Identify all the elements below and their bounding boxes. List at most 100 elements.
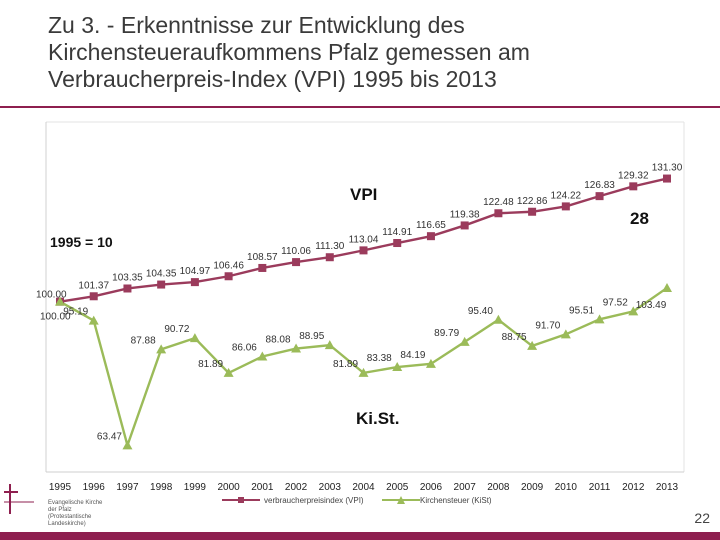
kist-point <box>291 343 302 353</box>
vpi-point <box>460 221 469 230</box>
x-tick-label: 1996 <box>83 482 106 493</box>
x-tick-label: 2005 <box>386 482 409 493</box>
vpi-point <box>561 202 570 211</box>
vpi-point <box>595 192 604 201</box>
vpi-point <box>123 284 132 293</box>
vpi-annotation: VPI <box>350 185 377 204</box>
vpi-data-label: 111.30 <box>315 241 345 252</box>
kist-data-label: 83.38 <box>367 353 392 364</box>
x-tick-label: 2011 <box>589 482 611 493</box>
kist-points <box>55 282 672 450</box>
vpi-point <box>292 258 301 267</box>
vpi-point <box>528 207 537 216</box>
kist-data-label: 81.89 <box>333 359 358 370</box>
vpi-data-label: 103.35 <box>112 272 143 283</box>
kist-point <box>223 367 234 377</box>
footer-bar <box>0 532 720 540</box>
kist-point <box>55 296 65 306</box>
vpi-point <box>426 232 435 241</box>
kist-point <box>324 340 335 350</box>
church-logo: Evangelische Kirche der Pfalz (Protestan… <box>4 482 104 530</box>
kist-data-label: 63.47 <box>97 431 122 442</box>
kist-data-label: 81.89 <box>198 359 223 370</box>
kist-point <box>88 315 99 325</box>
vpi-point <box>258 263 267 272</box>
vpi-data-label: 119.38 <box>450 209 480 220</box>
logo-line-2: der Pfalz <box>48 507 72 513</box>
title-line-1: Zu 3. - Erkenntnisse zur Entwicklung des <box>48 12 465 38</box>
slide-title: Zu 3. - Erkenntnisse zur Entwicklung des… <box>48 12 708 93</box>
x-tick-label: 2013 <box>656 482 679 493</box>
vpi-data-label: 124.22 <box>551 190 582 201</box>
logo-text: Evangelische Kirche der Pfalz (Protestan… <box>48 500 104 528</box>
legend-vpi-marker <box>238 497 244 503</box>
vpi-point <box>393 239 402 248</box>
kist-data-label: 95.51 <box>569 305 594 316</box>
kist-point <box>425 358 436 368</box>
vpi-data-label: 122.48 <box>483 197 514 208</box>
vpi-point <box>663 174 671 183</box>
vpi-data-label: 104.97 <box>180 266 211 277</box>
vpi-data-label: 114.91 <box>382 227 412 238</box>
kist-data-label: 100.00 <box>40 312 71 323</box>
vpi-data-label: 106.46 <box>213 260 244 271</box>
kist-point <box>156 344 167 354</box>
vpi-data-label: 129.32 <box>618 170 649 181</box>
vpi-point <box>224 272 233 281</box>
vpi-data-label: 101.37 <box>78 280 109 291</box>
kist-annotation: Ki.St. <box>356 409 399 428</box>
kist-data-label: 88.08 <box>266 335 291 346</box>
vpi-data-label: 100.00 <box>36 290 67 301</box>
kist-point <box>392 362 403 372</box>
kist-point <box>493 314 504 324</box>
kist-point <box>122 440 133 450</box>
kist-data-label: 88.75 <box>502 332 527 343</box>
vpi-data-label: 131.30 <box>652 163 683 174</box>
x-tick-label: 1995 <box>49 482 72 493</box>
vpi-point <box>359 246 368 255</box>
plot-frame <box>45 121 685 473</box>
x-tick-label: 1999 <box>184 482 207 493</box>
kist-data-label: 84.19 <box>400 350 425 361</box>
vpi-point <box>190 278 199 287</box>
logo-line-3: (Protestantische Landeskirche) <box>48 514 92 527</box>
page-number: 22 <box>694 510 710 526</box>
kist-data-label: 97.52 <box>603 297 628 308</box>
x-tick-label: 2010 <box>555 482 578 493</box>
x-tick-label: 2001 <box>251 482 274 493</box>
x-tick-label: 2003 <box>319 482 342 493</box>
kist-data-label: 95.40 <box>468 306 493 317</box>
x-tick-labels: 1995 1996 1997 1998 1999 2000 2001 2002 2003 2004… <box>49 482 679 493</box>
kist-point <box>628 306 639 316</box>
vpi-data-label: 122.86 <box>517 196 548 207</box>
kist-point <box>662 282 672 292</box>
growth-annotation: 28 <box>630 209 649 228</box>
x-tick-label: 2002 <box>285 482 308 493</box>
legend-kist-marker <box>397 496 405 504</box>
kist-data-label: 88.95 <box>299 331 324 342</box>
legend: verbraucherpreisindex (VPI) Kirchensteue… <box>222 496 492 505</box>
title-line-3: Verbraucherpreis-Index (VPI) 1995 bis 20… <box>48 66 497 92</box>
kist-data-label: 87.88 <box>131 335 156 346</box>
line-chart: VPI 1995 = 10 28 Ki.St. 100.00101.37103.… <box>36 121 685 505</box>
kist-data-label: 90.72 <box>164 324 189 335</box>
legend-vpi-label: verbraucherpreisindex (VPI) <box>264 496 364 505</box>
vpi-data-label: 116.65 <box>416 220 446 231</box>
vpi-point <box>157 280 166 289</box>
x-tick-label: 2000 <box>217 482 240 493</box>
kist-point <box>257 351 268 361</box>
title-divider <box>0 106 720 108</box>
logo-line-1: Evangelische Kirche <box>48 500 103 506</box>
kist-data-label: 89.79 <box>434 328 459 339</box>
vpi-data-label: 110.06 <box>281 246 311 257</box>
legend-kist-label: Kirchensteuer (KiSt) <box>420 496 492 505</box>
vpi-data-label: 126.83 <box>584 180 615 191</box>
x-tick-label: 2009 <box>521 482 544 493</box>
vpi-point <box>629 182 638 191</box>
kist-point <box>594 314 605 324</box>
kist-data-label: 91.70 <box>535 320 560 331</box>
x-tick-label: 2006 <box>420 482 443 493</box>
kist-data-label: 86.06 <box>232 342 257 353</box>
